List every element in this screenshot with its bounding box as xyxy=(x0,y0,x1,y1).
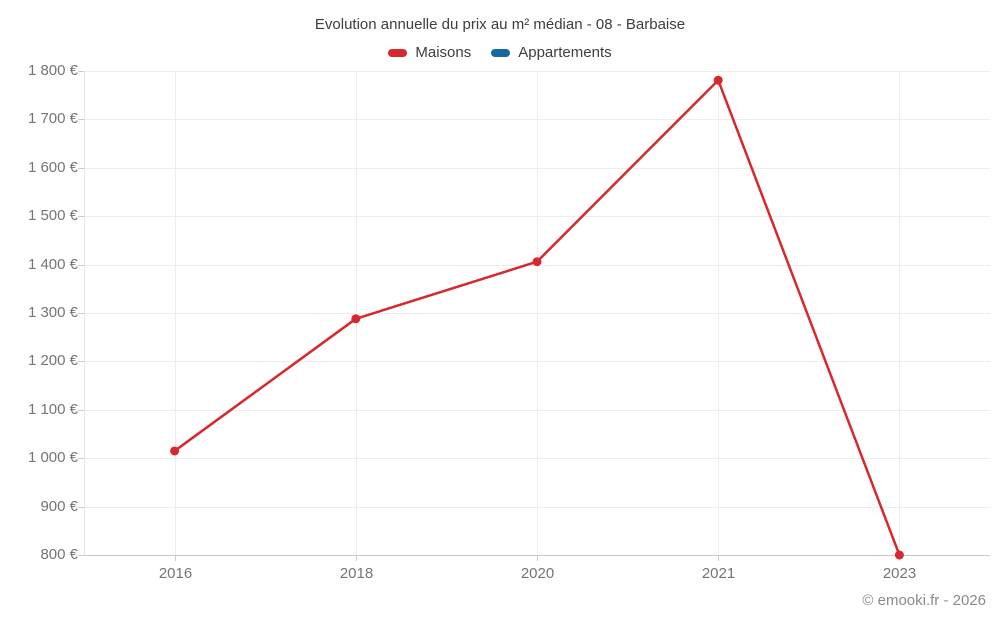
y-tick-label: 1 300 € xyxy=(27,303,78,321)
y-tick-label: 1 400 € xyxy=(27,255,78,273)
chart-legend: Maisons Appartements xyxy=(0,44,1000,61)
legend-label: Appartements xyxy=(518,44,612,61)
y-tick-label: 900 € xyxy=(40,497,78,515)
data-point-maisons-2016[interactable] xyxy=(170,446,180,456)
y-tick-label: 1 100 € xyxy=(27,400,78,418)
x-tick-label: 2020 xyxy=(520,565,555,582)
legend-label: Maisons xyxy=(415,44,472,61)
x-tick-label: 2023 xyxy=(882,565,917,582)
data-point-maisons-2018[interactable] xyxy=(351,314,361,324)
x-tick-label: 2016 xyxy=(158,565,193,582)
x-tick-label: 2021 xyxy=(701,565,736,582)
copyright: © emooki.fr - 2026 xyxy=(862,592,986,609)
y-tick-label: 800 € xyxy=(40,545,78,563)
y-tick-label: 1 800 € xyxy=(27,61,78,79)
chart-title: Evolution annuelle du prix au m² médian … xyxy=(314,16,686,33)
data-point-maisons-2023[interactable] xyxy=(894,550,904,560)
y-tick-label: 1 500 € xyxy=(27,206,78,224)
legend-item-appartements[interactable]: Appartements xyxy=(491,44,612,61)
x-tick-label: 2018 xyxy=(339,565,374,582)
legend-swatch-maisons xyxy=(388,48,408,57)
legend-item-maisons[interactable]: Maisons xyxy=(388,44,471,61)
y-tick-label: 1 600 € xyxy=(27,158,78,176)
y-tick-label: 1 200 € xyxy=(27,351,78,369)
y-tick-label: 1 000 € xyxy=(27,448,78,466)
legend-swatch-appartements xyxy=(491,48,511,57)
y-tick-label: 1 700 € xyxy=(27,109,78,127)
data-point-maisons-2021[interactable] xyxy=(713,75,723,85)
data-point-maisons-2020[interactable] xyxy=(532,257,542,267)
